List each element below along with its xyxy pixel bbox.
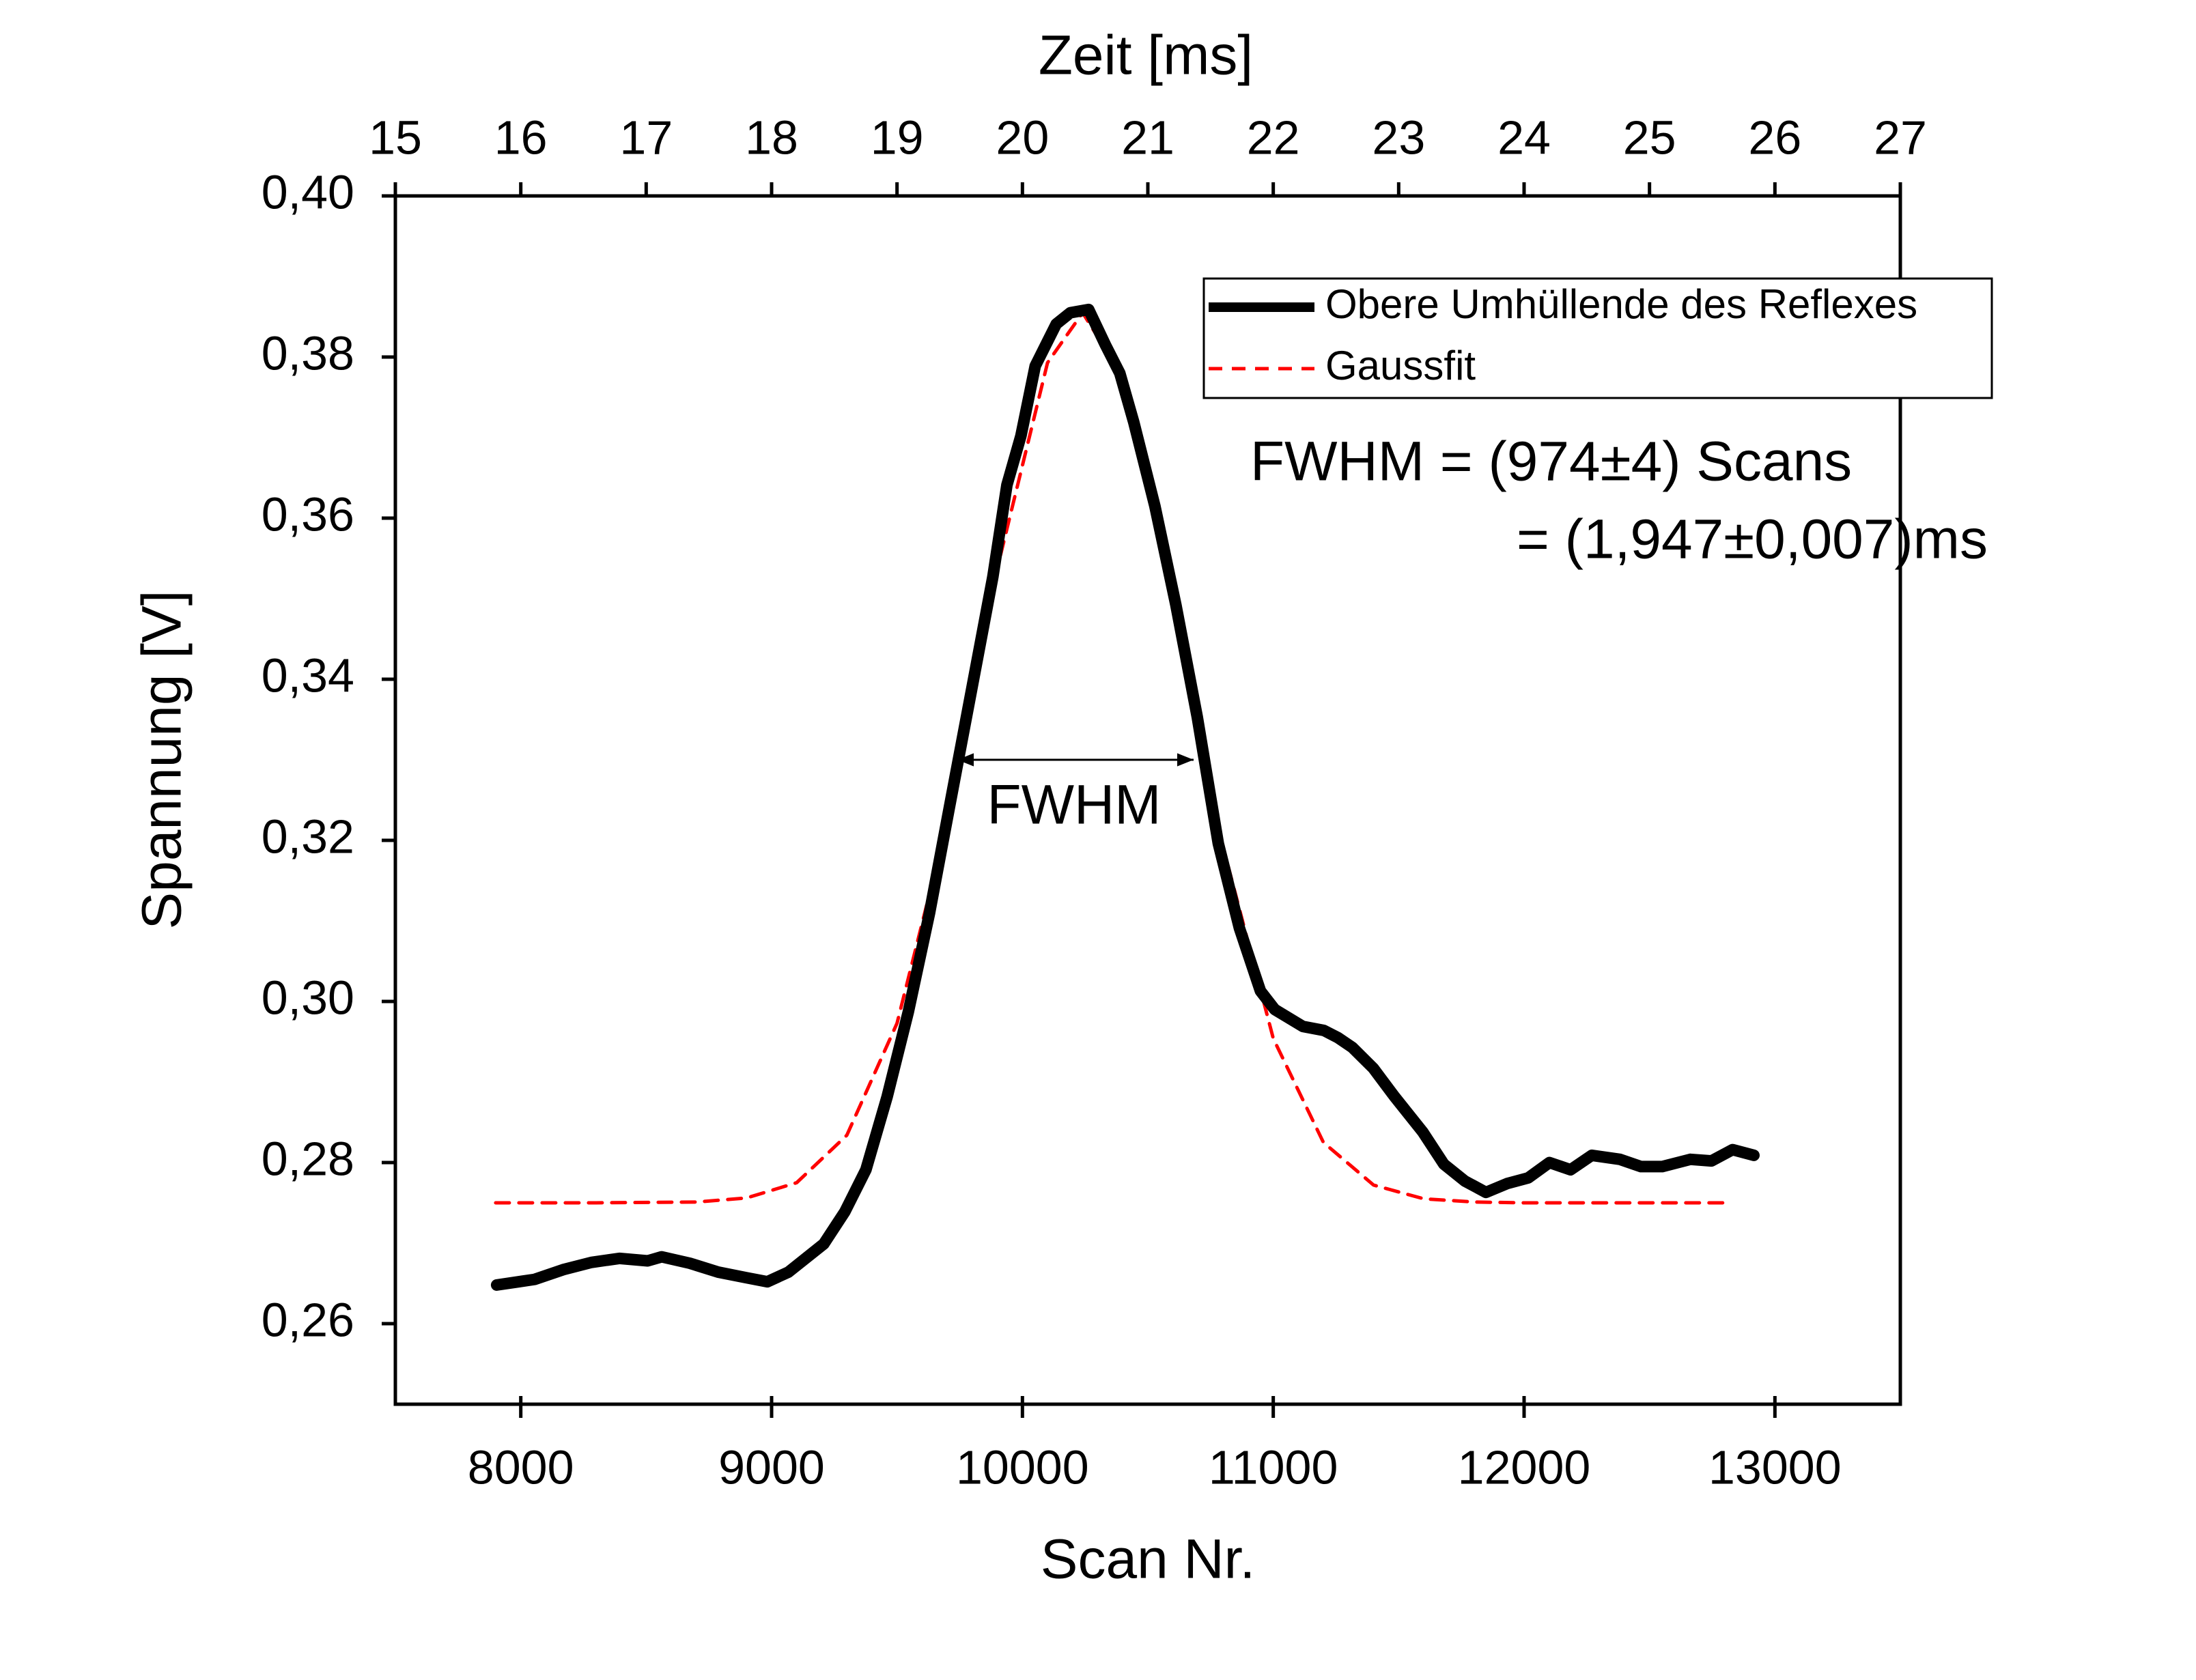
x2-axis-title: Zeit [ms] — [1039, 25, 1253, 87]
y-axis-title: Spannung [V] — [131, 590, 193, 930]
legend-label: Obere Umhüllende des Reflexes — [1325, 281, 1917, 327]
x2-tick-label: 22 — [1247, 111, 1300, 164]
x-tick-label: 13000 — [1708, 1440, 1842, 1494]
y-tick-label: 0,32 — [262, 810, 354, 863]
y-tick-label: 0,28 — [262, 1132, 354, 1185]
x2-tick-label: 19 — [871, 111, 924, 164]
x-tick-label: 10000 — [956, 1440, 1089, 1494]
x2-tick-label: 21 — [1121, 111, 1174, 164]
legend-box — [1202, 277, 1993, 399]
fwhm-label: FWHM — [987, 774, 1161, 836]
series-line — [494, 311, 1727, 1205]
x2-tick-label: 25 — [1623, 111, 1676, 164]
y-tick-label: 0,40 — [262, 165, 354, 218]
x2-tick-label: 26 — [1748, 111, 1801, 164]
x2-tick-label: 15 — [369, 111, 422, 164]
y-tick-label: 0,36 — [262, 487, 354, 541]
x-axis-title: Scan Nr. — [1041, 1528, 1255, 1591]
y-tick-label: 0,34 — [262, 649, 354, 702]
x2-tick-label: 27 — [1874, 111, 1927, 164]
x2-tick-label: 17 — [619, 111, 673, 164]
x2-tick-label: 24 — [1497, 111, 1551, 164]
legend-label: Gaussfit — [1325, 343, 1476, 388]
x-tick-label: 8000 — [468, 1440, 574, 1494]
y-tick-label: 0,38 — [262, 326, 354, 380]
x2-tick-label: 20 — [996, 111, 1049, 164]
series-line — [490, 303, 1760, 1291]
x-tick-label: 11000 — [1209, 1440, 1338, 1494]
fwhm-scans-note: FWHM = (974±4) Scans — [1250, 431, 1852, 493]
fwhm-ms-note: = (1,947±0,007)ms — [1517, 509, 1988, 571]
x-tick-label: 12000 — [1458, 1440, 1591, 1494]
x-tick-label: 9000 — [718, 1440, 825, 1494]
x2-tick-label: 16 — [494, 111, 548, 164]
y-tick-label: 0,30 — [262, 971, 354, 1024]
x2-tick-label: 23 — [1372, 111, 1425, 164]
y-tick-label: 0,26 — [262, 1293, 354, 1346]
x2-tick-label: 18 — [745, 111, 798, 164]
